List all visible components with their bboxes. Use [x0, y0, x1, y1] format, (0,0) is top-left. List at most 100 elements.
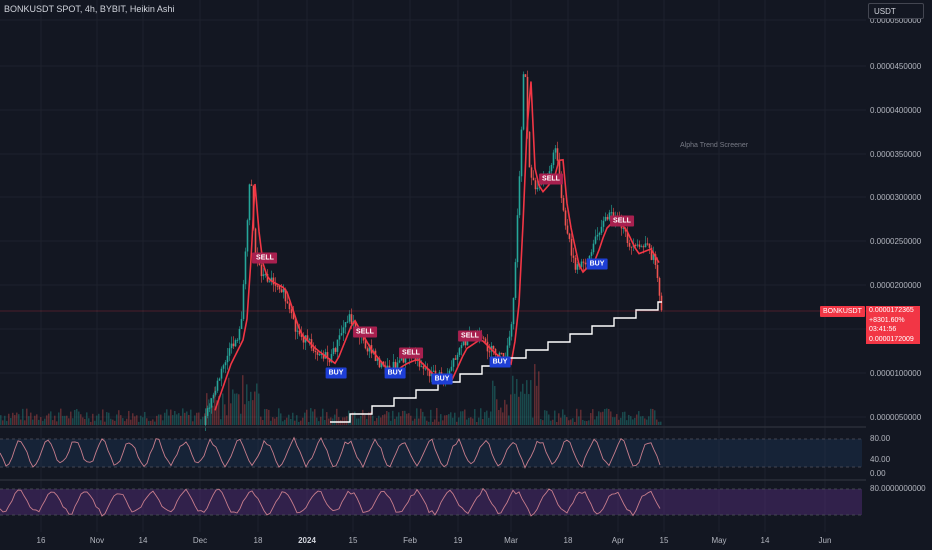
volume-bar: [294, 420, 296, 425]
volume-bar: [352, 412, 354, 425]
candle-body: [302, 336, 305, 343]
volume-bar: [242, 375, 244, 425]
volume-bar: [18, 414, 20, 425]
candle-body: [652, 254, 655, 260]
volume-bar: [124, 421, 126, 425]
volume-bar: [126, 418, 128, 425]
volume-bar: [388, 412, 390, 425]
volume-bar: [458, 417, 460, 425]
volume-bar: [384, 414, 386, 425]
candle-body: [508, 336, 511, 346]
candle-body: [522, 74, 525, 130]
volume-bar: [140, 415, 142, 425]
volume-bar: [618, 419, 620, 425]
candle-body: [526, 76, 529, 132]
candle-body: [266, 273, 269, 282]
volume-bar: [346, 416, 348, 425]
candle-body: [600, 226, 603, 233]
candle-body: [636, 244, 639, 246]
volume-bar: [532, 417, 534, 425]
candle-body: [576, 264, 579, 270]
candle-body: [208, 407, 211, 409]
volume-bar: [648, 416, 650, 425]
volume-bar: [138, 421, 140, 425]
volume-bar: [84, 418, 86, 425]
volume-bar: [562, 409, 564, 425]
volume-bar: [174, 410, 176, 425]
currency-selector-button[interactable]: USDT: [868, 3, 924, 19]
volume-bar: [290, 418, 292, 425]
volume-bar: [364, 415, 366, 425]
volume-bar: [288, 414, 290, 425]
volume-bar: [656, 419, 658, 425]
candle-body: [260, 264, 263, 277]
volume-bar: [96, 415, 98, 425]
candle-body: [594, 236, 597, 244]
volume-bar: [412, 420, 414, 425]
candle-body: [524, 74, 527, 77]
time-label: 16: [36, 536, 46, 545]
price-label-6: 0.0000250000: [870, 237, 922, 246]
candle-body: [298, 330, 301, 335]
chart-area[interactable]: [0, 0, 866, 532]
buy-signal-label: BUY: [431, 373, 453, 385]
volume-bar: [44, 418, 46, 425]
volume-bar: [136, 415, 138, 425]
price-axis[interactable]: 0.0000500000 0.0000450000 0.0000400000 0…: [866, 0, 932, 550]
volume-bar: [514, 393, 516, 425]
candle-body: [342, 327, 345, 334]
volume-bar: [658, 421, 660, 425]
time-axis[interactable]: 16 Nov 14 Dec 18 2024 15 Feb 19 Mar 18 A…: [0, 532, 866, 550]
volume-bar: [582, 419, 584, 425]
volume-bar: [268, 409, 270, 425]
volume-bar: [402, 410, 404, 425]
volume-bar: [376, 418, 378, 425]
volume-bar: [36, 414, 38, 425]
time-label: 15: [659, 536, 669, 545]
sell-signal-label: SELL: [399, 347, 423, 359]
volume-bar: [314, 409, 316, 425]
candle-body: [456, 354, 459, 360]
candle-body: [404, 354, 407, 363]
volume-bar: [320, 416, 322, 425]
volume-bar: [502, 412, 504, 425]
volume-bar: [236, 393, 238, 425]
volume-bar: [372, 415, 374, 425]
volume-bar: [450, 412, 452, 425]
volume-bar: [590, 413, 592, 425]
volume-bar: [538, 371, 540, 425]
candle-body: [238, 328, 241, 340]
candle-body: [294, 319, 297, 332]
candle-body: [460, 345, 463, 349]
candle-body: [558, 160, 561, 175]
volume-bar: [198, 412, 200, 425]
volume-bar: [62, 415, 64, 425]
volume-bar: [354, 411, 356, 425]
candle-body: [566, 225, 569, 234]
candle-body: [282, 289, 285, 293]
volume-bar: [218, 395, 220, 425]
volume-bar: [330, 417, 332, 425]
volume-bar: [32, 419, 34, 425]
volume-bar: [418, 418, 420, 425]
volume-bar: [586, 421, 588, 425]
candle-body: [392, 361, 395, 371]
candle-body: [250, 184, 253, 186]
volume-bar: [344, 417, 346, 425]
candle-body: [316, 351, 319, 355]
candle-body: [548, 171, 551, 175]
candle-body: [292, 313, 295, 320]
candle-body: [516, 215, 519, 263]
price-chart[interactable]: [0, 0, 866, 532]
candle-body: [422, 366, 425, 369]
candle-body: [216, 380, 219, 391]
volume-bar: [420, 408, 422, 425]
candle-body: [492, 345, 495, 349]
volume-bar: [214, 386, 216, 425]
volume-bar: [274, 418, 276, 425]
volume-bar: [92, 413, 94, 425]
volume-bar: [566, 417, 568, 425]
volume-bar: [118, 410, 120, 425]
volume-bar: [544, 410, 546, 425]
volume-bar: [328, 418, 330, 425]
